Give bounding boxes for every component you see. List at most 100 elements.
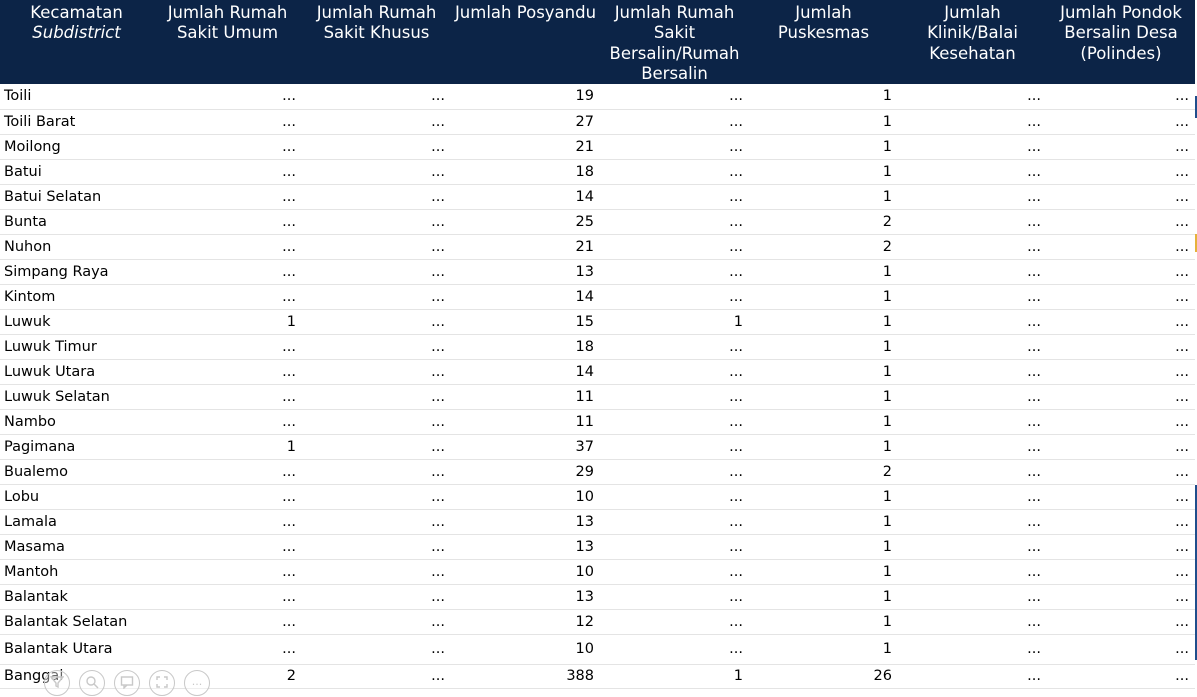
- cell-clinic[interactable]: ...: [898, 509, 1047, 535]
- cell-hospital-general[interactable]: ...: [153, 284, 302, 310]
- cell-clinic[interactable]: ...: [898, 634, 1047, 665]
- cell-puskesmas[interactable]: 1: [749, 509, 898, 535]
- cell-puskesmas[interactable]: 1: [749, 309, 898, 335]
- col-header-posyandu[interactable]: Jumlah Posyandu: [451, 0, 600, 85]
- cell-polindes[interactable]: ...: [1047, 384, 1195, 410]
- cell-clinic[interactable]: ...: [898, 109, 1047, 135]
- cell-posyandu[interactable]: 11: [451, 384, 600, 410]
- cell-hospital-general[interactable]: ...: [153, 459, 302, 485]
- cell-puskesmas[interactable]: 1: [749, 134, 898, 160]
- cell-maternity[interactable]: ...: [600, 159, 749, 185]
- cell-hospital-general[interactable]: ...: [153, 634, 302, 665]
- cell-subdistrict[interactable]: Balantak: [0, 584, 153, 610]
- cell-clinic[interactable]: ...: [898, 234, 1047, 260]
- cell-hospital-special[interactable]: ...: [302, 184, 451, 210]
- cell-maternity[interactable]: ...: [600, 234, 749, 260]
- cell-clinic[interactable]: ...: [898, 209, 1047, 235]
- cell-posyandu[interactable]: 18: [451, 159, 600, 185]
- cell-maternity[interactable]: ...: [600, 409, 749, 435]
- col-header-subdistrict[interactable]: Kecamatan Subdistrict: [0, 0, 153, 85]
- cell-hospital-general[interactable]: ...: [153, 609, 302, 635]
- cell-clinic[interactable]: ...: [898, 559, 1047, 585]
- cell-polindes[interactable]: ...: [1047, 534, 1195, 560]
- cell-maternity[interactable]: ...: [600, 184, 749, 210]
- cell-polindes[interactable]: ...: [1047, 609, 1195, 635]
- cell-polindes[interactable]: ...: [1047, 409, 1195, 435]
- cell-clinic[interactable]: ...: [898, 359, 1047, 385]
- cell-polindes[interactable]: ...: [1047, 664, 1195, 689]
- cell-maternity[interactable]: ...: [600, 459, 749, 485]
- cell-puskesmas[interactable]: 1: [749, 334, 898, 360]
- cell-hospital-special[interactable]: ...: [302, 409, 451, 435]
- cell-hospital-general[interactable]: ...: [153, 384, 302, 410]
- cell-maternity[interactable]: ...: [600, 209, 749, 235]
- cell-posyandu[interactable]: 10: [451, 559, 600, 585]
- cell-maternity[interactable]: ...: [600, 359, 749, 385]
- cell-polindes[interactable]: ...: [1047, 234, 1195, 260]
- cell-hospital-general[interactable]: ...: [153, 234, 302, 260]
- cell-maternity[interactable]: ...: [600, 259, 749, 285]
- cell-subdistrict[interactable]: Toili Barat: [0, 109, 153, 135]
- cell-puskesmas[interactable]: 1: [749, 284, 898, 310]
- cell-hospital-general[interactable]: ...: [153, 184, 302, 210]
- cell-posyandu[interactable]: 11: [451, 409, 600, 435]
- cell-clinic[interactable]: ...: [898, 534, 1047, 560]
- cell-posyandu[interactable]: 18: [451, 334, 600, 360]
- cell-puskesmas[interactable]: 1: [749, 259, 898, 285]
- cell-hospital-special[interactable]: ...: [302, 459, 451, 485]
- cell-posyandu[interactable]: 37: [451, 434, 600, 460]
- cell-hospital-special[interactable]: ...: [302, 359, 451, 385]
- expand-icon[interactable]: [149, 670, 175, 696]
- cell-polindes[interactable]: ...: [1047, 159, 1195, 185]
- cell-posyandu[interactable]: 21: [451, 234, 600, 260]
- cell-maternity[interactable]: ...: [600, 284, 749, 310]
- cell-maternity[interactable]: ...: [600, 384, 749, 410]
- cell-hospital-special[interactable]: ...: [302, 209, 451, 235]
- cell-posyandu[interactable]: 14: [451, 284, 600, 310]
- cell-hospital-special[interactable]: ...: [302, 534, 451, 560]
- cell-hospital-general[interactable]: ...: [153, 559, 302, 585]
- cell-maternity[interactable]: ...: [600, 134, 749, 160]
- cell-subdistrict[interactable]: Bunta: [0, 209, 153, 235]
- cell-clinic[interactable]: ...: [898, 434, 1047, 460]
- cell-hospital-general[interactable]: ...: [153, 159, 302, 185]
- cell-posyandu[interactable]: 14: [451, 184, 600, 210]
- cell-hospital-special[interactable]: ...: [302, 159, 451, 185]
- cell-puskesmas[interactable]: 2: [749, 234, 898, 260]
- cell-subdistrict[interactable]: Kintom: [0, 284, 153, 310]
- col-header-puskesmas[interactable]: Jumlah Puskesmas: [749, 0, 898, 85]
- col-header-maternity[interactable]: Jumlah Rumah Sakit Bersalin/Rumah Bersal…: [600, 0, 749, 85]
- cell-clinic[interactable]: ...: [898, 609, 1047, 635]
- cell-maternity[interactable]: ...: [600, 584, 749, 610]
- cell-puskesmas[interactable]: 1: [749, 409, 898, 435]
- cell-polindes[interactable]: ...: [1047, 284, 1195, 310]
- cell-posyandu[interactable]: 12: [451, 609, 600, 635]
- cell-posyandu[interactable]: 10: [451, 484, 600, 510]
- cell-puskesmas[interactable]: 26: [749, 664, 898, 689]
- cell-posyandu[interactable]: 13: [451, 259, 600, 285]
- cell-posyandu[interactable]: 15: [451, 309, 600, 335]
- cell-hospital-special[interactable]: ...: [302, 664, 451, 689]
- cell-maternity[interactable]: ...: [600, 609, 749, 635]
- cell-polindes[interactable]: ...: [1047, 559, 1195, 585]
- cell-hospital-special[interactable]: ...: [302, 284, 451, 310]
- cell-hospital-general[interactable]: 1: [153, 434, 302, 460]
- cell-maternity[interactable]: ...: [600, 534, 749, 560]
- cell-hospital-special[interactable]: ...: [302, 559, 451, 585]
- cell-polindes[interactable]: ...: [1047, 359, 1195, 385]
- cell-subdistrict[interactable]: Lamala: [0, 509, 153, 535]
- cell-polindes[interactable]: ...: [1047, 209, 1195, 235]
- cell-hospital-general[interactable]: ...: [153, 134, 302, 160]
- cell-posyandu[interactable]: 13: [451, 534, 600, 560]
- cell-hospital-general[interactable]: ...: [153, 584, 302, 610]
- cell-polindes[interactable]: ...: [1047, 309, 1195, 335]
- cell-hospital-general[interactable]: ...: [153, 209, 302, 235]
- cell-subdistrict[interactable]: Simpang Raya: [0, 259, 153, 285]
- cell-hospital-general[interactable]: 1: [153, 309, 302, 335]
- cell-maternity[interactable]: ...: [600, 84, 749, 110]
- cell-puskesmas[interactable]: 1: [749, 359, 898, 385]
- cell-polindes[interactable]: ...: [1047, 434, 1195, 460]
- cell-hospital-special[interactable]: ...: [302, 234, 451, 260]
- cell-subdistrict[interactable]: Luwuk Selatan: [0, 384, 153, 410]
- cell-subdistrict[interactable]: Pagimana: [0, 434, 153, 460]
